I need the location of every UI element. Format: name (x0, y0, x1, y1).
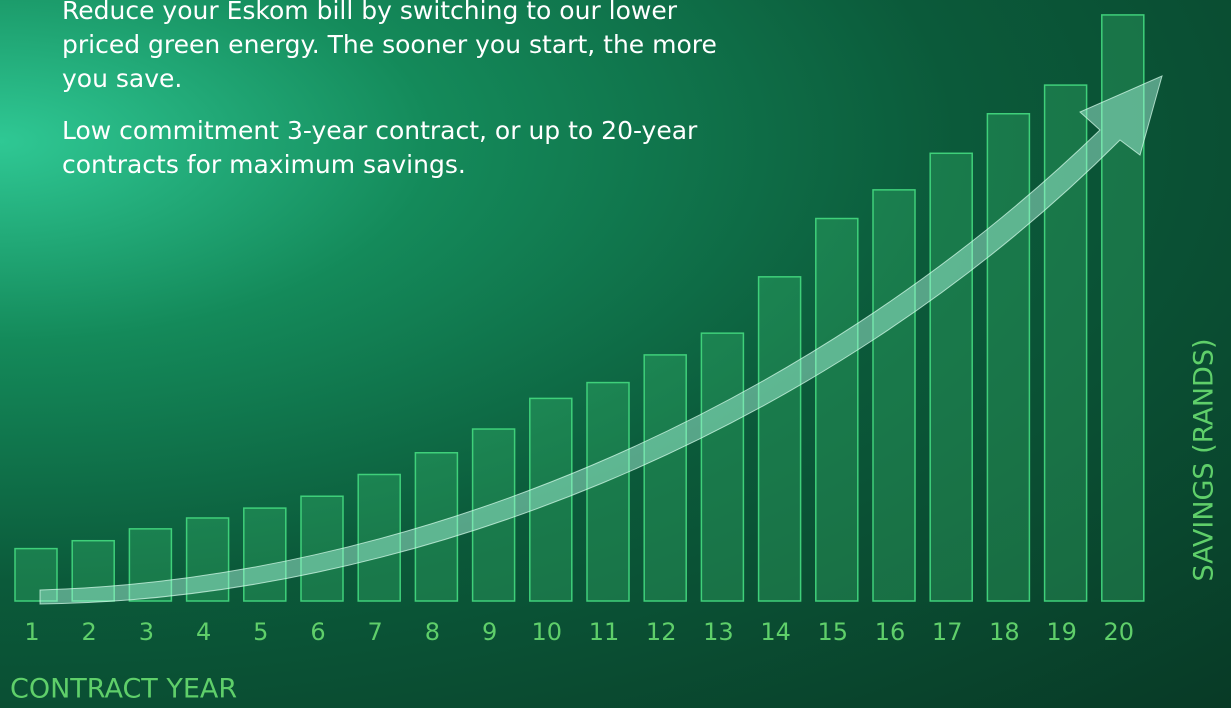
x-tick-label: 13 (703, 618, 734, 646)
x-tick-label: 16 (875, 618, 906, 646)
bar (929, 152, 973, 602)
bar (128, 528, 173, 602)
bar (1043, 84, 1088, 602)
x-tick-label: 2 (82, 618, 97, 646)
x-tick-label: 7 (368, 618, 383, 646)
x-tick-label: 11 (589, 618, 620, 646)
x-tick-label: 6 (310, 618, 325, 646)
x-tick-label: 17 (932, 618, 963, 646)
bar (1101, 14, 1145, 602)
bar (986, 113, 1031, 602)
x-tick-label: 3 (139, 618, 154, 646)
x-tick-label: 1 (24, 618, 39, 646)
x-tick-label: 19 (1046, 618, 1077, 646)
x-tick-label: 10 (532, 618, 563, 646)
x-axis-label: CONTRACT YEAR (10, 674, 237, 705)
trend-arrow (39, 75, 1163, 605)
annotation: Reduce your Eskom bill by switching to o… (62, 0, 717, 93)
x-tick-label: 20 (1104, 618, 1135, 646)
bar (300, 495, 344, 602)
bar (14, 547, 58, 602)
bar (71, 539, 115, 602)
bar (872, 189, 916, 602)
x-tick-label: 18 (989, 618, 1020, 646)
x-tick-label: 5 (253, 618, 268, 646)
bar (243, 507, 287, 602)
bar (357, 473, 401, 602)
x-tick-label: 4 (196, 618, 211, 646)
x-tick-label: 14 (760, 618, 791, 646)
bar (700, 332, 745, 602)
bar (815, 217, 859, 602)
y-axis-label: SAVINGS (RANDS) (1189, 339, 1220, 582)
bar (185, 517, 230, 602)
annotation: Low commitment 3-year contract, or up to… (62, 116, 698, 179)
bar (643, 354, 687, 602)
bar (471, 428, 516, 602)
bar (757, 276, 802, 602)
x-tick-label: 8 (425, 618, 440, 646)
x-tick-label: 12 (646, 618, 677, 646)
x-tick-label: 15 (818, 618, 849, 646)
x-tick-label: 9 (482, 618, 497, 646)
bar (586, 381, 630, 602)
bar (529, 397, 573, 602)
